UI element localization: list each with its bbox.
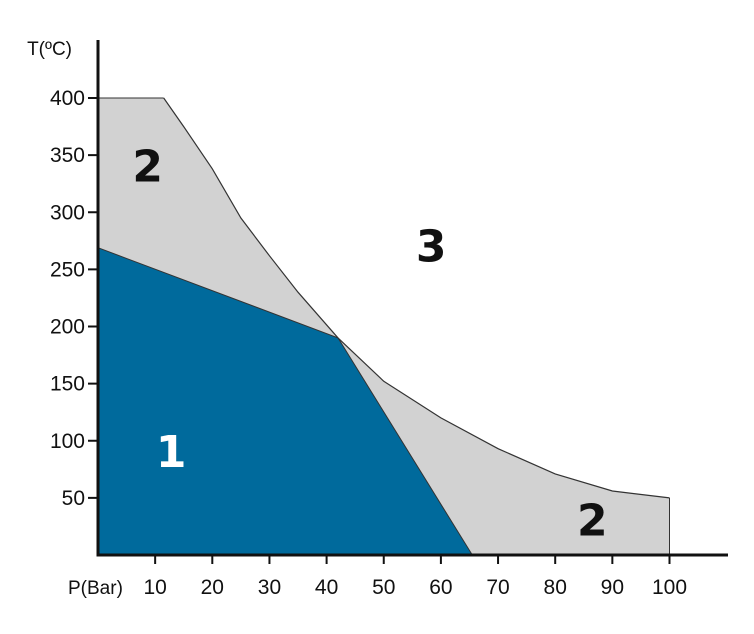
x-tick-label-70: 70	[486, 576, 509, 599]
region-2-area-2	[338, 337, 670, 555]
y-tick-label-350: 350	[50, 144, 85, 167]
x-tick-label-90: 90	[601, 576, 624, 599]
outline-layer	[97, 97, 670, 556]
x-tick-label-40: 40	[315, 576, 338, 599]
y-tick-label-300: 300	[50, 201, 85, 224]
axes-layer: 50 100 150 200 250 300 350 400 10 20 30 40 50 60 70 80 9…	[27, 39, 728, 599]
y-tick-label-400: 400	[50, 87, 85, 110]
region-1-boundary	[97, 247, 473, 556]
y-tick-label-250: 250	[50, 258, 85, 281]
region-label-3-3: 3	[416, 222, 447, 273]
region-label-2-2: 2	[577, 496, 608, 547]
region-1-area-0	[98, 247, 473, 555]
y-tick-label-200: 200	[50, 316, 85, 339]
region-label-1-0: 1	[156, 427, 187, 478]
region-label-2-1: 2	[132, 142, 163, 193]
region-2-area-1	[98, 98, 338, 338]
labels-layer: 1 2 2 3	[132, 142, 607, 547]
y-tick-label-100: 100	[50, 430, 85, 453]
x-tick-label-50: 50	[372, 576, 395, 599]
regions-layer	[98, 98, 670, 555]
x-tick-label-100: 100	[652, 576, 687, 599]
x-tick-label-10: 10	[143, 576, 166, 599]
y-tick-label-50: 50	[62, 487, 85, 510]
x-tick-label-20: 20	[201, 576, 224, 599]
x-tick-label-80: 80	[544, 576, 567, 599]
x-tick-label-60: 60	[429, 576, 452, 599]
x-tick-label-30: 30	[258, 576, 281, 599]
y-axis-title: T(ºC)	[27, 39, 72, 60]
y-tick-label-150: 150	[50, 373, 85, 396]
x-axis-title: P(Bar)	[68, 578, 123, 599]
